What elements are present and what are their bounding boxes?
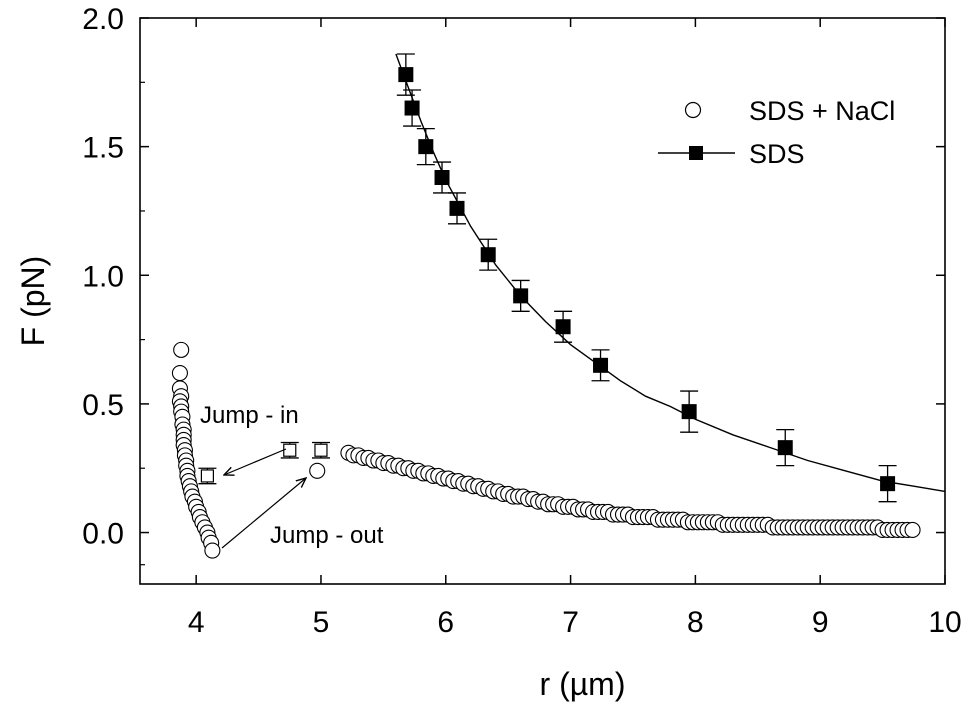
sds-nacl-point bbox=[173, 341, 190, 358]
x-tick-label: 10 bbox=[928, 606, 961, 639]
sds-point bbox=[681, 404, 697, 420]
sds-nacl-point bbox=[171, 364, 188, 382]
y-tick-label: 0.0 bbox=[82, 518, 124, 551]
y-tick-label: 0.5 bbox=[82, 389, 124, 422]
x-tick-label: 6 bbox=[437, 606, 454, 639]
legend-label-sds: SDS bbox=[749, 139, 805, 169]
x-tick-label: 4 bbox=[188, 606, 205, 639]
y-tick-label: 2.0 bbox=[82, 3, 124, 36]
legend-label-sds-nacl: SDS + NaCl bbox=[749, 96, 895, 126]
y-tick-label: 1.0 bbox=[82, 260, 124, 293]
sds-point bbox=[593, 357, 609, 373]
sds-point bbox=[480, 247, 496, 263]
legend-marker-sds bbox=[689, 146, 703, 160]
jump-point bbox=[200, 469, 214, 483]
sds-point bbox=[398, 67, 414, 83]
x-tick-label: 9 bbox=[812, 606, 829, 639]
sds-point bbox=[449, 200, 465, 216]
x-tick-label: 5 bbox=[313, 606, 330, 639]
legend: SDS + NaCl SDS bbox=[658, 96, 895, 169]
annotations: Jump - in Jump - out bbox=[200, 402, 384, 549]
x-tick-label: 7 bbox=[562, 606, 579, 639]
sds-nacl-point bbox=[204, 542, 221, 559]
annotation-jump-in: Jump - in bbox=[200, 402, 299, 429]
sds-point bbox=[418, 139, 434, 155]
annotation-jump-out: Jump - out bbox=[270, 522, 384, 549]
plot-frame bbox=[139, 17, 946, 585]
jump-out-arrow bbox=[221, 478, 306, 549]
y-axis-label: F (pN) bbox=[15, 256, 51, 347]
jump-in-arrow bbox=[224, 448, 287, 475]
sds-point bbox=[434, 170, 450, 186]
y-tick-label: 1.5 bbox=[82, 132, 124, 165]
jump-point bbox=[314, 443, 328, 457]
x-tick-label: 8 bbox=[687, 606, 704, 639]
sds-point bbox=[555, 319, 571, 335]
x-axis-label: r (µm) bbox=[540, 666, 626, 702]
data-marks bbox=[171, 53, 921, 559]
sds-point bbox=[404, 100, 420, 116]
plot-axes: 4 5 6 7 8 9 10 0.0 0.5 1.0 1.5 2.0 r (µm) F (pN) bbox=[15, 3, 962, 702]
sds-point bbox=[777, 440, 793, 456]
jump-point bbox=[283, 443, 297, 457]
legend-marker-sds-nacl bbox=[684, 101, 702, 119]
sds-nacl-point bbox=[309, 462, 326, 479]
sds-nacl-point bbox=[904, 521, 921, 539]
sds-point bbox=[513, 288, 529, 304]
sds-point bbox=[880, 476, 896, 492]
